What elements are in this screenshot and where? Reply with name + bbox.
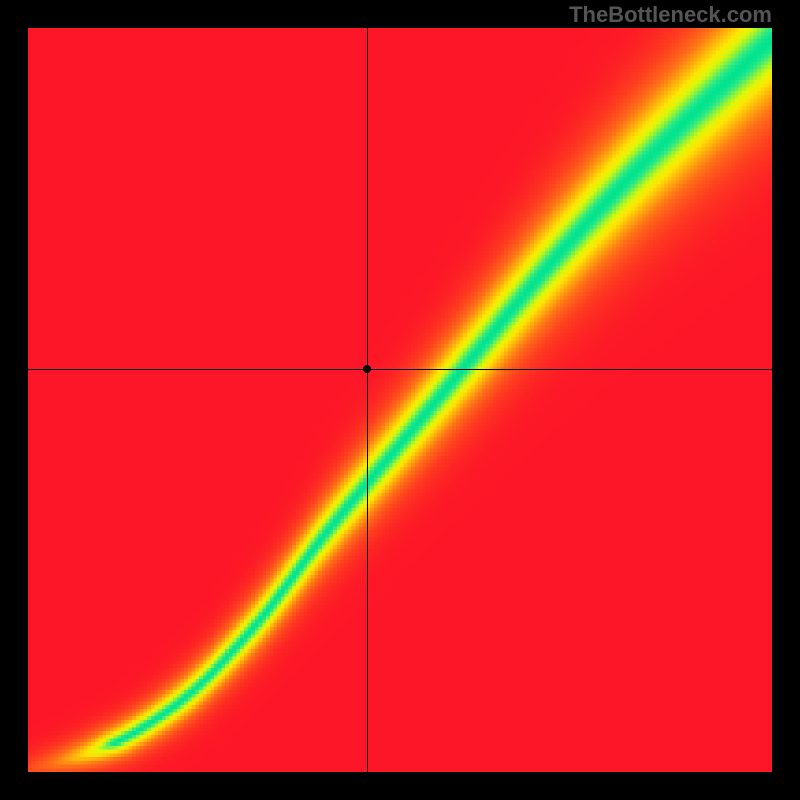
watermark-text: TheBottleneck.com [569,2,772,28]
chart-container: TheBottleneck.com [0,0,800,800]
marker-dot [363,365,371,373]
crosshair-horizontal [28,369,772,370]
crosshair-vertical [367,28,368,772]
heatmap-canvas [28,28,772,772]
